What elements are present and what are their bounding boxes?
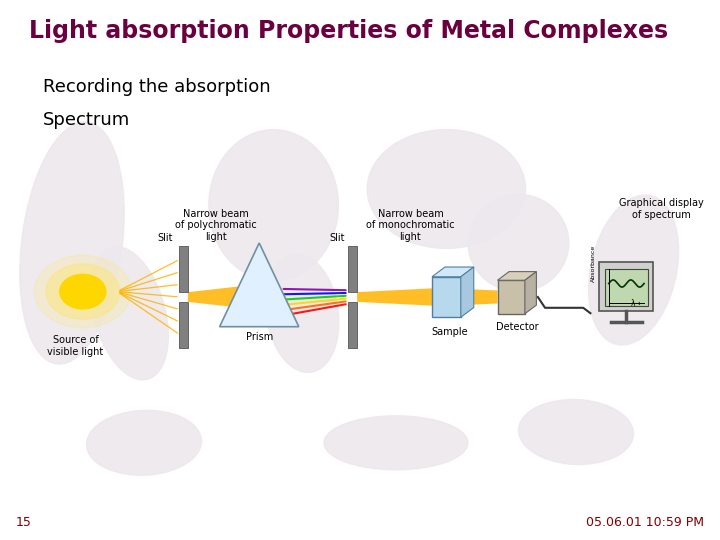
Text: Recording the absorption: Recording the absorption	[43, 78, 271, 96]
Bar	[498, 280, 525, 314]
Polygon shape	[432, 267, 474, 276]
Polygon shape	[461, 267, 474, 317]
Text: Narrow beam: Narrow beam	[377, 208, 444, 219]
Text: of polychromatic: of polychromatic	[175, 220, 257, 231]
Text: Absorbance: Absorbance	[591, 245, 596, 282]
Ellipse shape	[20, 122, 124, 364]
Ellipse shape	[209, 130, 338, 281]
Ellipse shape	[367, 130, 526, 248]
Text: Spectrum: Spectrum	[43, 111, 130, 129]
Polygon shape	[220, 243, 299, 327]
Text: λ→: λ→	[631, 299, 642, 308]
Ellipse shape	[588, 195, 679, 345]
Polygon shape	[474, 289, 498, 305]
Text: light: light	[400, 232, 421, 242]
Ellipse shape	[468, 194, 569, 292]
Text: Sample: Sample	[432, 327, 468, 336]
Text: visible light: visible light	[48, 347, 104, 357]
Text: 15: 15	[16, 516, 32, 529]
Text: of spectrum: of spectrum	[631, 210, 690, 220]
Circle shape	[46, 264, 120, 319]
FancyBboxPatch shape	[179, 246, 188, 292]
Text: Slit: Slit	[329, 233, 345, 243]
Text: of monochromatic: of monochromatic	[366, 220, 455, 231]
Ellipse shape	[518, 400, 634, 464]
Ellipse shape	[266, 254, 339, 373]
Text: Narrow beam: Narrow beam	[183, 208, 249, 219]
Text: 05.06.01 10:59 PM: 05.06.01 10:59 PM	[586, 516, 704, 529]
Text: Source of: Source of	[53, 335, 99, 345]
Circle shape	[35, 255, 131, 328]
Text: light: light	[205, 232, 227, 242]
Ellipse shape	[86, 410, 202, 475]
FancyBboxPatch shape	[348, 246, 357, 292]
Text: Light absorption Properties of Metal Complexes: Light absorption Properties of Metal Com…	[29, 19, 668, 43]
Polygon shape	[498, 272, 536, 280]
Text: Prism: Prism	[246, 332, 273, 342]
Polygon shape	[525, 272, 536, 314]
Text: Detector: Detector	[495, 322, 539, 332]
FancyBboxPatch shape	[179, 302, 188, 348]
Text: Graphical display: Graphical display	[618, 198, 703, 208]
Bar	[599, 262, 654, 310]
Ellipse shape	[91, 247, 168, 380]
Polygon shape	[188, 286, 241, 308]
Bar	[432, 276, 461, 317]
Text: Slit: Slit	[158, 233, 174, 243]
Ellipse shape	[324, 416, 468, 470]
Circle shape	[60, 274, 106, 309]
Polygon shape	[357, 288, 432, 306]
Bar	[605, 269, 647, 306]
FancyBboxPatch shape	[348, 302, 357, 348]
